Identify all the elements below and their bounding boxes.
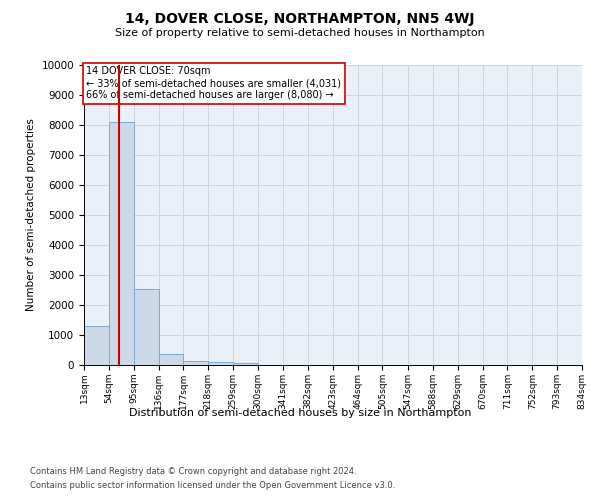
Text: Contains public sector information licensed under the Open Government Licence v3: Contains public sector information licen… [30,481,395,490]
Bar [109,122,134,365]
Text: 14 DOVER CLOSE: 70sqm
← 33% of semi-detached houses are smaller (4,031)
66% of s: 14 DOVER CLOSE: 70sqm ← 33% of semi-deta… [86,66,341,100]
Text: Distribution of semi-detached houses by size in Northampton: Distribution of semi-detached houses by … [129,408,471,418]
Y-axis label: Number of semi-detached properties: Number of semi-detached properties [26,118,36,312]
Text: Size of property relative to semi-detached houses in Northampton: Size of property relative to semi-detach… [115,28,485,38]
Bar [208,362,233,365]
Bar [184,361,208,365]
Bar [158,354,184,365]
Text: 14, DOVER CLOSE, NORTHAMPTON, NN5 4WJ: 14, DOVER CLOSE, NORTHAMPTON, NN5 4WJ [125,12,475,26]
Bar [134,288,158,365]
Bar [84,326,109,365]
Bar [233,363,258,365]
Text: Contains HM Land Registry data © Crown copyright and database right 2024.: Contains HM Land Registry data © Crown c… [30,468,356,476]
